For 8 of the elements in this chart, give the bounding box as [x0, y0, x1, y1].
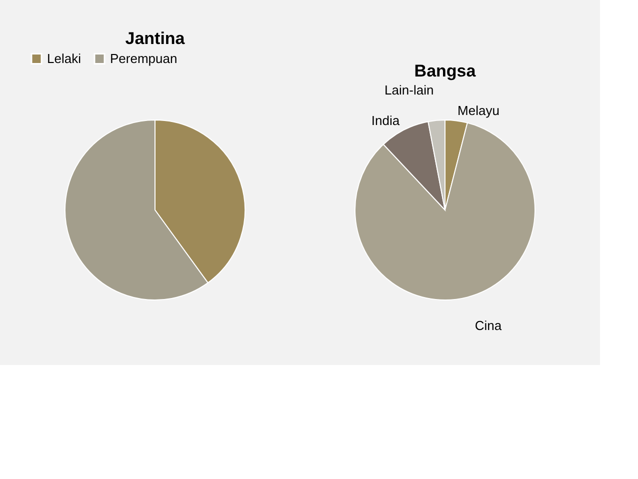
chart-title: Jantina	[125, 29, 186, 48]
slice-label: India	[371, 112, 400, 128]
slice-label: Lain-lain	[384, 82, 434, 98]
slice-label: Melayu	[458, 102, 500, 118]
legend-label: Lelaki	[47, 50, 82, 66]
slice-label: Cina	[474, 318, 502, 334]
chart-title: Bangsa	[414, 62, 476, 81]
legend-label: Perempuan	[110, 50, 178, 66]
